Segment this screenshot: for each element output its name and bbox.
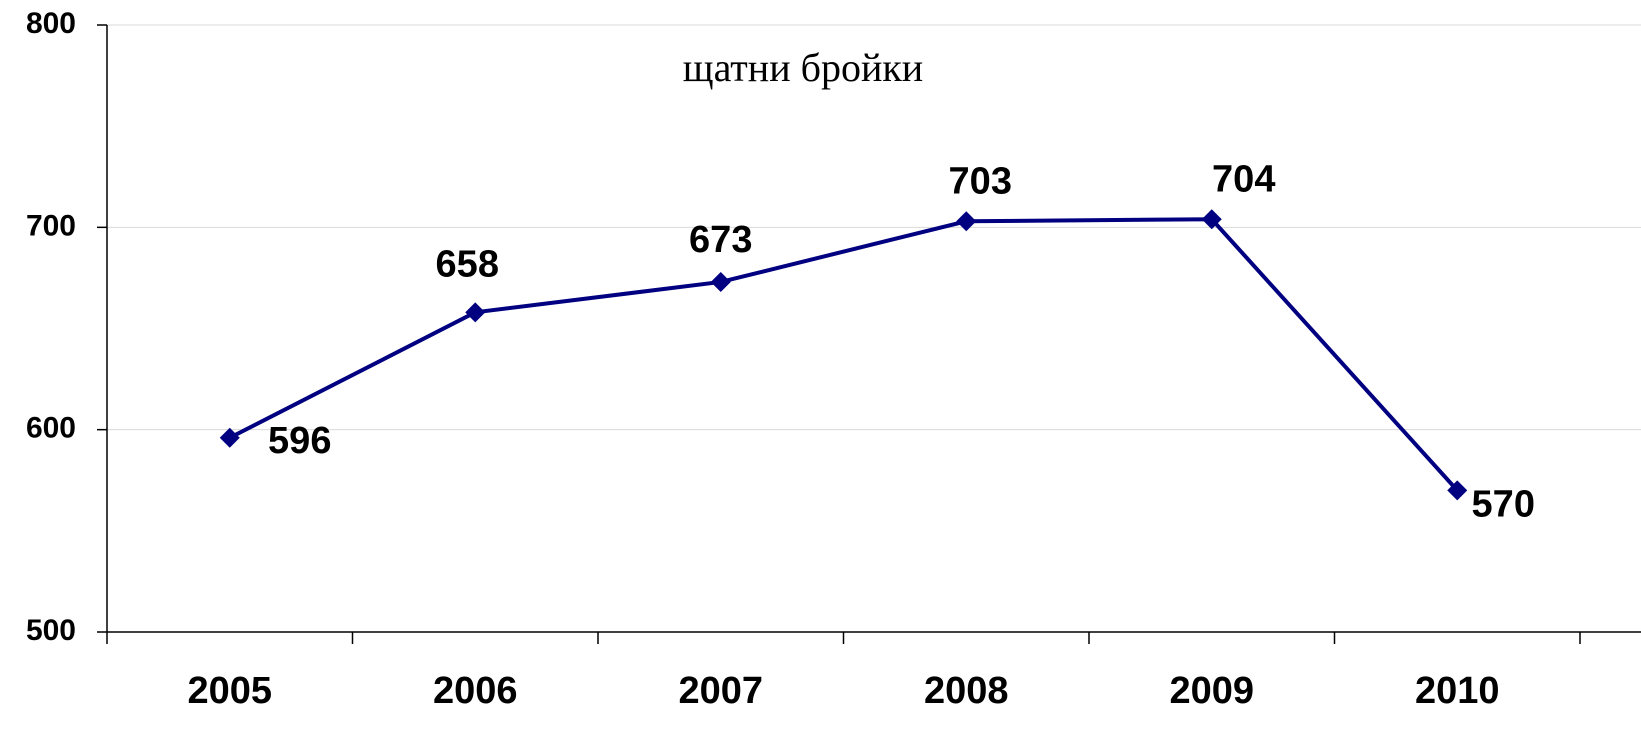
marker <box>1447 480 1468 501</box>
data-label: 704 <box>1212 158 1275 200</box>
data-label: 673 <box>689 219 752 261</box>
marker <box>956 211 977 232</box>
chart-title: щатни бройки <box>683 45 923 90</box>
x-tick-label: 2007 <box>678 670 763 712</box>
x-tick-label: 2008 <box>924 670 1009 712</box>
y-tick-label: 700 <box>26 209 76 242</box>
x-tick-label: 2010 <box>1415 670 1500 712</box>
x-tick-label: 2005 <box>187 670 272 712</box>
x-tick-label: 2006 <box>433 670 518 712</box>
marker <box>1201 209 1222 230</box>
marker <box>219 427 240 448</box>
data-label: 596 <box>268 420 331 462</box>
data-label: 570 <box>1472 483 1535 525</box>
marker <box>710 271 731 292</box>
x-tick-label: 2009 <box>1169 670 1254 712</box>
data-label: 703 <box>949 160 1012 202</box>
y-tick-label: 600 <box>26 412 76 445</box>
marker <box>465 302 486 323</box>
y-tick-label: 800 <box>26 7 76 40</box>
line <box>228 217 1459 492</box>
y-tick-label: 500 <box>26 614 76 647</box>
data-label: 658 <box>436 243 499 285</box>
